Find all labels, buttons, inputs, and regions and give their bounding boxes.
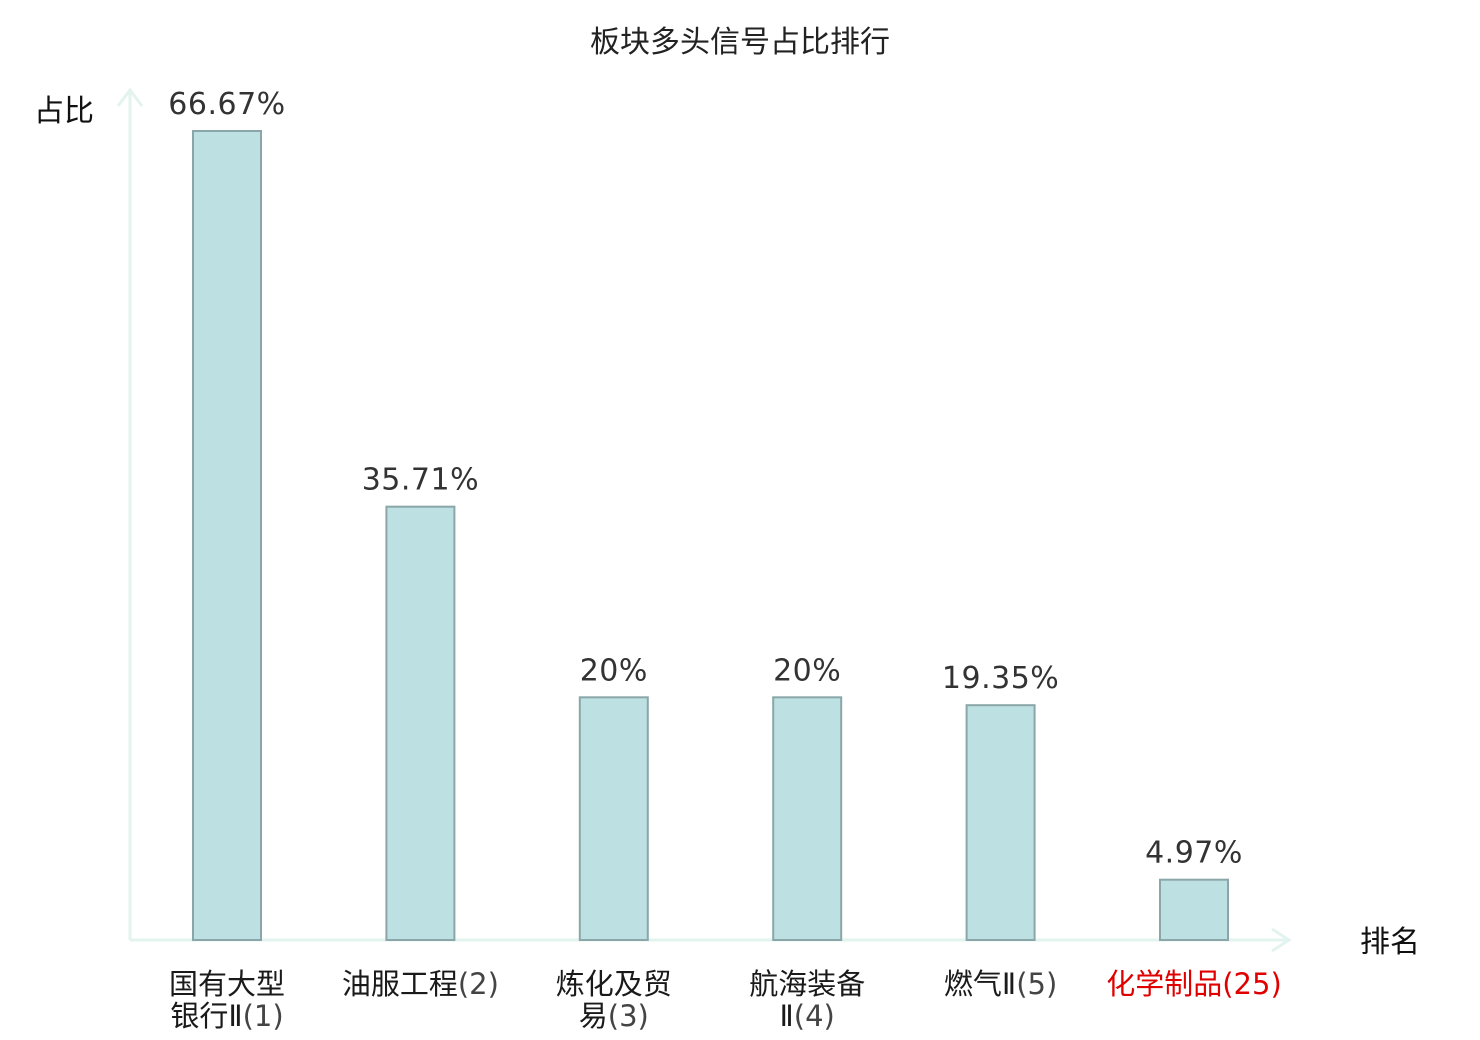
value-label-3: 20% (773, 653, 841, 688)
category-name-2-1: 易 (579, 999, 608, 1033)
value-label-1: 35.71% (362, 463, 479, 498)
y-axis-label: 占比 (34, 94, 94, 129)
axes (116, 87, 1292, 953)
x-axis-arrow (1271, 927, 1292, 953)
bar-1 (385, 505, 456, 941)
category-label-2-line-1: 易(3) (579, 999, 649, 1033)
category-label-0-line-1: 银行Ⅱ(1) (170, 999, 283, 1033)
category-name-0-0: 国有大型 (169, 967, 285, 1001)
category-name-3-1: Ⅱ (780, 999, 794, 1033)
category-label-3-line-0: 航海装备 (749, 967, 865, 1001)
category-name-2-0: 炼化及贸 (556, 967, 672, 1001)
bar-4 (965, 704, 1036, 941)
category-label-0-line-0: 国有大型 (169, 967, 285, 1001)
x-axis-label: 排名 (1360, 925, 1420, 960)
value-labels: 66.67% 35.71% 20% 20% 19.35% 4.97% (168, 87, 1243, 871)
category-rank-2: (3) (608, 999, 649, 1033)
category-name-3-0: 航海装备 (749, 967, 865, 1001)
category-label-5-line-0: 化学制品(25) (1106, 967, 1282, 1001)
category-name-4-0: 燃气Ⅱ (944, 967, 1016, 1001)
bar-3 (772, 696, 843, 941)
value-label-4: 19.35% (942, 661, 1059, 696)
category-name-5-0: 化学制品 (1106, 967, 1222, 1001)
bar-5 (1159, 878, 1229, 942)
value-label-2: 20% (580, 653, 648, 688)
category-rank-5: (25) (1222, 967, 1282, 1001)
bar-2 (578, 696, 649, 941)
category-label-3-line-1: Ⅱ(4) (780, 999, 835, 1033)
chart-title: 板块多头信号占比排行 (590, 25, 890, 60)
category-rank-0: (1) (243, 999, 284, 1033)
category-name-0-1: 银行Ⅱ (170, 999, 242, 1033)
category-name-1-0: 油服工程 (342, 967, 458, 1001)
category-label-4-line-0: 燃气Ⅱ(5) (944, 967, 1057, 1001)
category-label-1-line-0: 油服工程(2) (342, 967, 499, 1001)
bar-0 (192, 130, 262, 941)
category-rank-4: (5) (1016, 967, 1057, 1001)
bars (192, 130, 1229, 942)
value-label-0: 66.67% (168, 87, 285, 122)
y-axis-arrow (116, 87, 144, 107)
category-rank-3: (4) (794, 999, 835, 1033)
category-label-2-line-0: 炼化及贸 (556, 967, 672, 1001)
category-rank-1: (2) (458, 967, 499, 1001)
value-label-5: 4.97% (1145, 836, 1243, 871)
